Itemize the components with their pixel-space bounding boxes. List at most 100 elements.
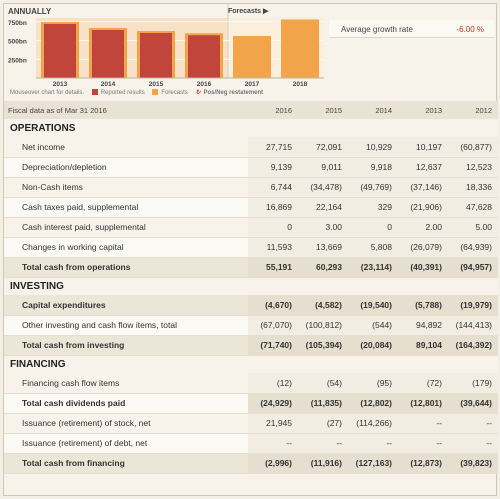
row-value: (27): [298, 413, 348, 434]
row-label: Total cash dividends paid: [4, 393, 248, 414]
cashflow-table: Fiscal data as of Mar 31 2016 2016 2015 …: [4, 101, 498, 474]
growth-rate-box: Average growth rate -6.00 %: [329, 20, 494, 38]
row-value: (24,929): [248, 393, 298, 414]
row-value: 16,869: [248, 197, 298, 218]
row-value: 5.00: [448, 217, 498, 238]
row-value: (144,413): [448, 315, 498, 336]
row-value: (4,582): [298, 295, 348, 316]
growth-rate-label: Average growth rate: [341, 25, 413, 34]
x-tick-label: 2016: [197, 81, 212, 88]
year-header: 2012: [448, 101, 498, 119]
row-value: --: [398, 433, 448, 454]
table-row: Cash interest paid, supplemental 0 3.00 0 2.…: [4, 217, 498, 238]
row-value: (4,670): [248, 295, 298, 316]
row-label: Cash interest paid, supplemental: [4, 217, 248, 238]
year-header: 2016: [248, 101, 298, 119]
row-value: 9,011: [298, 157, 348, 178]
row-value: (12,873): [398, 453, 448, 474]
row-value: (21,906): [398, 197, 448, 218]
row-value: (39,644): [448, 393, 498, 414]
legend-forecasts: Forecasts: [152, 89, 188, 96]
row-value: 13,669: [298, 237, 348, 258]
row-value: (26,079): [398, 237, 448, 258]
section-title: INVESTING: [4, 277, 498, 295]
y-tick-label: 500bn: [8, 39, 27, 46]
row-value: (34,478): [298, 177, 348, 198]
table-row: Other investing and cash flow items, tot…: [4, 315, 498, 336]
page-frame: ANNUALLY Forecasts ▶ 750bn 500bn 250bn 2013…: [3, 3, 498, 496]
legend-reported-label: Reported results: [100, 90, 145, 96]
legend-posneg-label: Pos/Neg restatement: [203, 90, 264, 96]
growth-rate-value: -6.00 %: [456, 25, 484, 34]
forecasts-toggle[interactable]: Forecasts ▶: [228, 8, 269, 15]
row-value: 22,164: [298, 197, 348, 218]
row-value: (100,812): [298, 315, 348, 336]
row-value: --: [248, 433, 298, 454]
table-row: Total cash from operations 55,191 60,293 (2…: [4, 257, 498, 278]
row-value: 72,091: [298, 137, 348, 158]
reported-bar: [92, 30, 124, 78]
row-value: --: [448, 433, 498, 454]
table-row: Financing cash flow items (12) (54) (95) (72…: [4, 373, 498, 394]
row-value: (114,266): [348, 413, 398, 434]
row-value: (94,957): [448, 257, 498, 278]
row-value: --: [348, 433, 398, 454]
reported-bar: [188, 35, 220, 78]
row-value: (39,823): [448, 453, 498, 474]
y-tick-label: 750bn: [8, 20, 27, 27]
forecast-swatch-icon: [152, 89, 159, 96]
x-tick-label: 2015: [149, 81, 164, 88]
chart-panel: ANNUALLY Forecasts ▶ 750bn 500bn 250bn 2013…: [4, 4, 498, 100]
row-value: --: [448, 413, 498, 434]
row-value: (5,788): [398, 295, 448, 316]
row-value: (164,392): [448, 335, 498, 356]
forecast-bar: [233, 36, 271, 78]
row-value: 2.00: [398, 217, 448, 238]
row-value: (11,916): [298, 453, 348, 474]
row-value: 27,715: [248, 137, 298, 158]
row-value: (49,769): [348, 177, 398, 198]
row-label: Cash taxes paid, supplemental: [4, 197, 248, 218]
row-value: 60,293: [298, 257, 348, 278]
x-tick-label: 2013: [53, 81, 68, 88]
table-row: Changes in working capital 11,593 13,669 5,…: [4, 237, 498, 258]
bar-chart[interactable]: 750bn 500bn 250bn 2013 2014 2015 2016 2017 2018: [4, 4, 324, 94]
reported-bar: [44, 24, 76, 78]
row-value: 0: [248, 217, 298, 238]
table-row: Capital expenditures (4,670) (4,582) (19,54…: [4, 295, 498, 316]
section-header-row: OPERATIONS: [4, 119, 498, 137]
row-value: (71,740): [248, 335, 298, 356]
row-label: Net income: [4, 137, 248, 158]
table-row: Net income 27,715 72,091 10,929 10,197 (60,87…: [4, 137, 498, 158]
row-value: (2,996): [248, 453, 298, 474]
row-value: 89,104: [398, 335, 448, 356]
row-value: (72): [398, 373, 448, 394]
row-value: 6,744: [248, 177, 298, 198]
row-value: (12): [248, 373, 298, 394]
table-row: Cash taxes paid, supplemental 16,869 22,16…: [4, 197, 498, 218]
year-header: 2013: [398, 101, 448, 119]
table-row: Total cash from investing (71,740) (105,39…: [4, 335, 498, 356]
row-value: (12,801): [398, 393, 448, 414]
row-value: (67,070): [248, 315, 298, 336]
section-title: FINANCING: [4, 355, 498, 373]
table-row: Depreciation/depletion 9,139 9,011 9,918 12,…: [4, 157, 498, 178]
row-label: Non-Cash items: [4, 177, 248, 198]
row-value: (20,084): [348, 335, 398, 356]
row-label: Total cash from financing: [4, 453, 248, 474]
forecast-bar: [281, 19, 319, 78]
row-label: Total cash from operations: [4, 257, 248, 278]
row-value: (54): [298, 373, 348, 394]
row-value: (179): [448, 373, 498, 394]
row-value: (11,835): [298, 393, 348, 414]
x-tick-label: 2017: [245, 81, 260, 88]
row-value: (60,877): [448, 137, 498, 158]
section-header-row: FINANCING: [4, 355, 498, 373]
chart-title: ANNUALLY: [8, 7, 52, 16]
row-label: Issuance (retirement) of stock, net: [4, 413, 248, 434]
row-value: 5,808: [348, 237, 398, 258]
row-value: (544): [348, 315, 398, 336]
restatement-arrows-icon: ↻: [195, 90, 201, 96]
legend-forecasts-label: Forecasts: [161, 90, 188, 96]
row-value: 10,929: [348, 137, 398, 158]
